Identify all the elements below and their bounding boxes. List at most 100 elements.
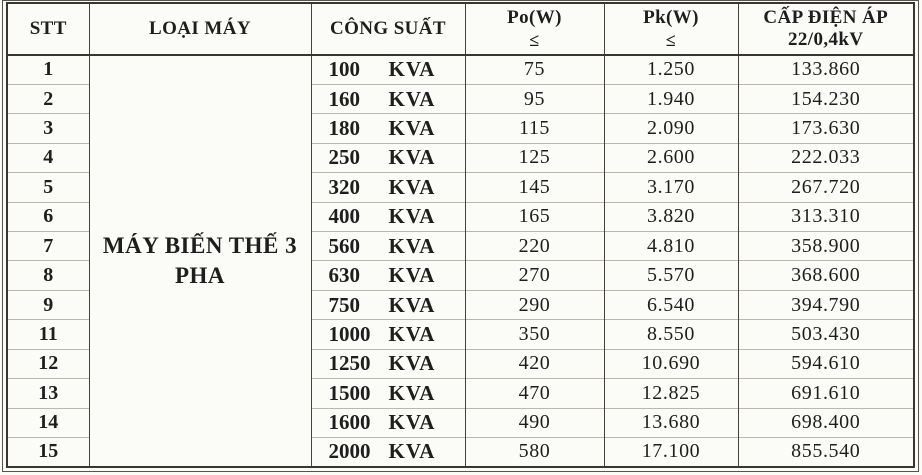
- table-row: 11 1000 KVA 350 8.550 503.430: [6, 319, 915, 350]
- pk-cell: 8.550: [603, 319, 739, 350]
- stt-cell: 13: [6, 378, 90, 409]
- capacity-cell: 160 KVA: [310, 83, 466, 114]
- capacity-value: 160: [328, 86, 361, 111]
- capacity-cell: 320 KVA: [310, 172, 466, 203]
- capacity-cell: 180 KVA: [310, 113, 466, 144]
- po-cell: 270: [464, 260, 605, 291]
- table-row: 15 2000 KVA 580 17.100 855.540: [6, 436, 915, 467]
- stt-cell: 7: [6, 231, 90, 261]
- capacity-value: 2000: [328, 439, 371, 464]
- stt-cell: 12: [6, 348, 90, 379]
- capacity-value: 320: [328, 174, 361, 199]
- table-row: 5 320 KVA 145 3.170 267.720: [6, 172, 915, 203]
- po-cell: 115: [464, 113, 605, 144]
- po-cell: 490: [464, 407, 605, 438]
- capacity-unit: KVA: [388, 204, 436, 229]
- table-row: 1 MÁY BIẾN THẾ 3 PHA 100 KVA 75 1.250 133…: [6, 55, 915, 467]
- pk-cell: 13.680: [603, 407, 739, 438]
- stt-cell: 2: [6, 83, 90, 114]
- capacity-value: 1600: [328, 410, 371, 435]
- table-row: 12 1250 KVA 420 10.690 594.610: [6, 348, 915, 379]
- voltage-price-cell: 594.610: [737, 348, 915, 379]
- capacity-unit: KVA: [388, 86, 436, 111]
- voltage-price-cell: 154.230: [737, 83, 915, 114]
- capacity-unit: KVA: [388, 57, 436, 82]
- capacity-unit: KVA: [388, 439, 436, 464]
- po-cell: 75: [464, 55, 605, 85]
- voltage-price-cell: 394.790: [737, 289, 915, 320]
- po-cell: 95: [464, 83, 605, 114]
- header-po: Po(W) ≤: [464, 3, 605, 56]
- po-cell: 125: [464, 142, 605, 173]
- capacity-unit: KVA: [388, 380, 436, 405]
- table-row: 3 180 KVA 115 2.090 173.630: [6, 113, 915, 144]
- pk-cell: 17.100: [603, 436, 739, 467]
- table-row: 13 1500 KVA 470 12.825 691.610: [6, 378, 915, 409]
- po-cell: 220: [464, 231, 605, 261]
- table-row: 8 630 KVA 270 5.570 368.600: [6, 260, 915, 291]
- header-voltage-line1: CẤP ĐIỆN ÁP: [763, 7, 889, 29]
- pk-cell: 10.690: [603, 348, 739, 379]
- voltage-price-cell: 222.033: [737, 142, 915, 173]
- pk-cell: 1.250: [603, 55, 739, 85]
- pk-cell: 2.600: [603, 142, 739, 173]
- stt-cell: 8: [6, 260, 90, 291]
- capacity-unit: KVA: [388, 322, 436, 346]
- table-row: 9 750 KVA 290 6.540 394.790: [6, 289, 915, 320]
- pk-cell: 3.820: [603, 201, 739, 232]
- capacity-cell: 630 KVA: [310, 260, 466, 291]
- voltage-price-cell: 691.610: [737, 378, 915, 409]
- header-capacity: CÔNG SUẤT: [310, 3, 466, 56]
- voltage-price-cell: 313.310: [737, 201, 915, 232]
- stt-cell: 5: [6, 172, 90, 203]
- capacity-value: 1000: [328, 322, 371, 346]
- table-row: 14 1600 KVA 490 13.680 698.400: [6, 407, 915, 438]
- capacity-unit: KVA: [388, 351, 436, 376]
- voltage-price-cell: 358.900: [737, 231, 915, 261]
- po-cell: 290: [464, 289, 605, 320]
- header-pk-label: Pk(W): [643, 7, 699, 29]
- stt-cell: 6: [6, 201, 90, 232]
- po-cell: 420: [464, 348, 605, 379]
- pk-cell: 5.570: [603, 260, 739, 291]
- pk-cell: 1.940: [603, 83, 739, 114]
- machine-type-label: MÁY BIẾN THẾ 3 PHA: [102, 233, 298, 288]
- stt-cell: 4: [6, 142, 90, 173]
- header-stt: STT: [6, 3, 90, 56]
- capacity-cell: 1500 KVA: [310, 378, 466, 409]
- stt-cell: 9: [6, 289, 90, 320]
- voltage-price-cell: 133.860: [737, 55, 915, 85]
- capacity-cell: 1600 KVA: [310, 407, 466, 438]
- voltage-price-cell: 368.600: [737, 260, 915, 291]
- capacity-unit: KVA: [388, 292, 436, 317]
- capacity-value: 100: [328, 57, 361, 82]
- po-cell: 145: [464, 172, 605, 203]
- pk-cell: 6.540: [603, 289, 739, 320]
- machine-type-cell: MÁY BIẾN THẾ 3 PHA: [88, 55, 312, 467]
- capacity-cell: 100 KVA: [310, 55, 466, 85]
- voltage-price-cell: 173.630: [737, 113, 915, 144]
- table-row: 4 250 KVA 125 2.600 222.033: [6, 142, 915, 173]
- capacity-unit: KVA: [388, 233, 436, 258]
- capacity-unit: KVA: [388, 410, 436, 435]
- capacity-unit: KVA: [388, 116, 436, 141]
- capacity-cell: 2000 KVA: [310, 436, 466, 467]
- capacity-cell: 1250 KVA: [310, 348, 466, 379]
- capacity-value: 180: [328, 116, 361, 141]
- stt-cell: 1: [6, 55, 90, 85]
- table-row: 6 400 KVA 165 3.820 313.310: [6, 201, 915, 232]
- capacity-cell: 400 KVA: [310, 201, 466, 232]
- leq-symbol: ≤: [529, 30, 540, 51]
- capacity-value: 1250: [328, 351, 371, 376]
- header-pk: Pk(W) ≤: [603, 3, 739, 56]
- voltage-price-cell: 698.400: [737, 407, 915, 438]
- po-cell: 580: [464, 436, 605, 467]
- capacity-unit: KVA: [388, 263, 436, 288]
- po-cell: 165: [464, 201, 605, 232]
- leq-symbol: ≤: [665, 30, 677, 51]
- table-inner-area: STT LOẠI MÁY CÔNG SUẤT Po(W) ≤ Pk(W) ≤ C…: [6, 2, 915, 468]
- capacity-value: 250: [328, 145, 361, 170]
- pk-cell: 3.170: [603, 172, 739, 203]
- voltage-price-cell: 855.540: [737, 436, 915, 467]
